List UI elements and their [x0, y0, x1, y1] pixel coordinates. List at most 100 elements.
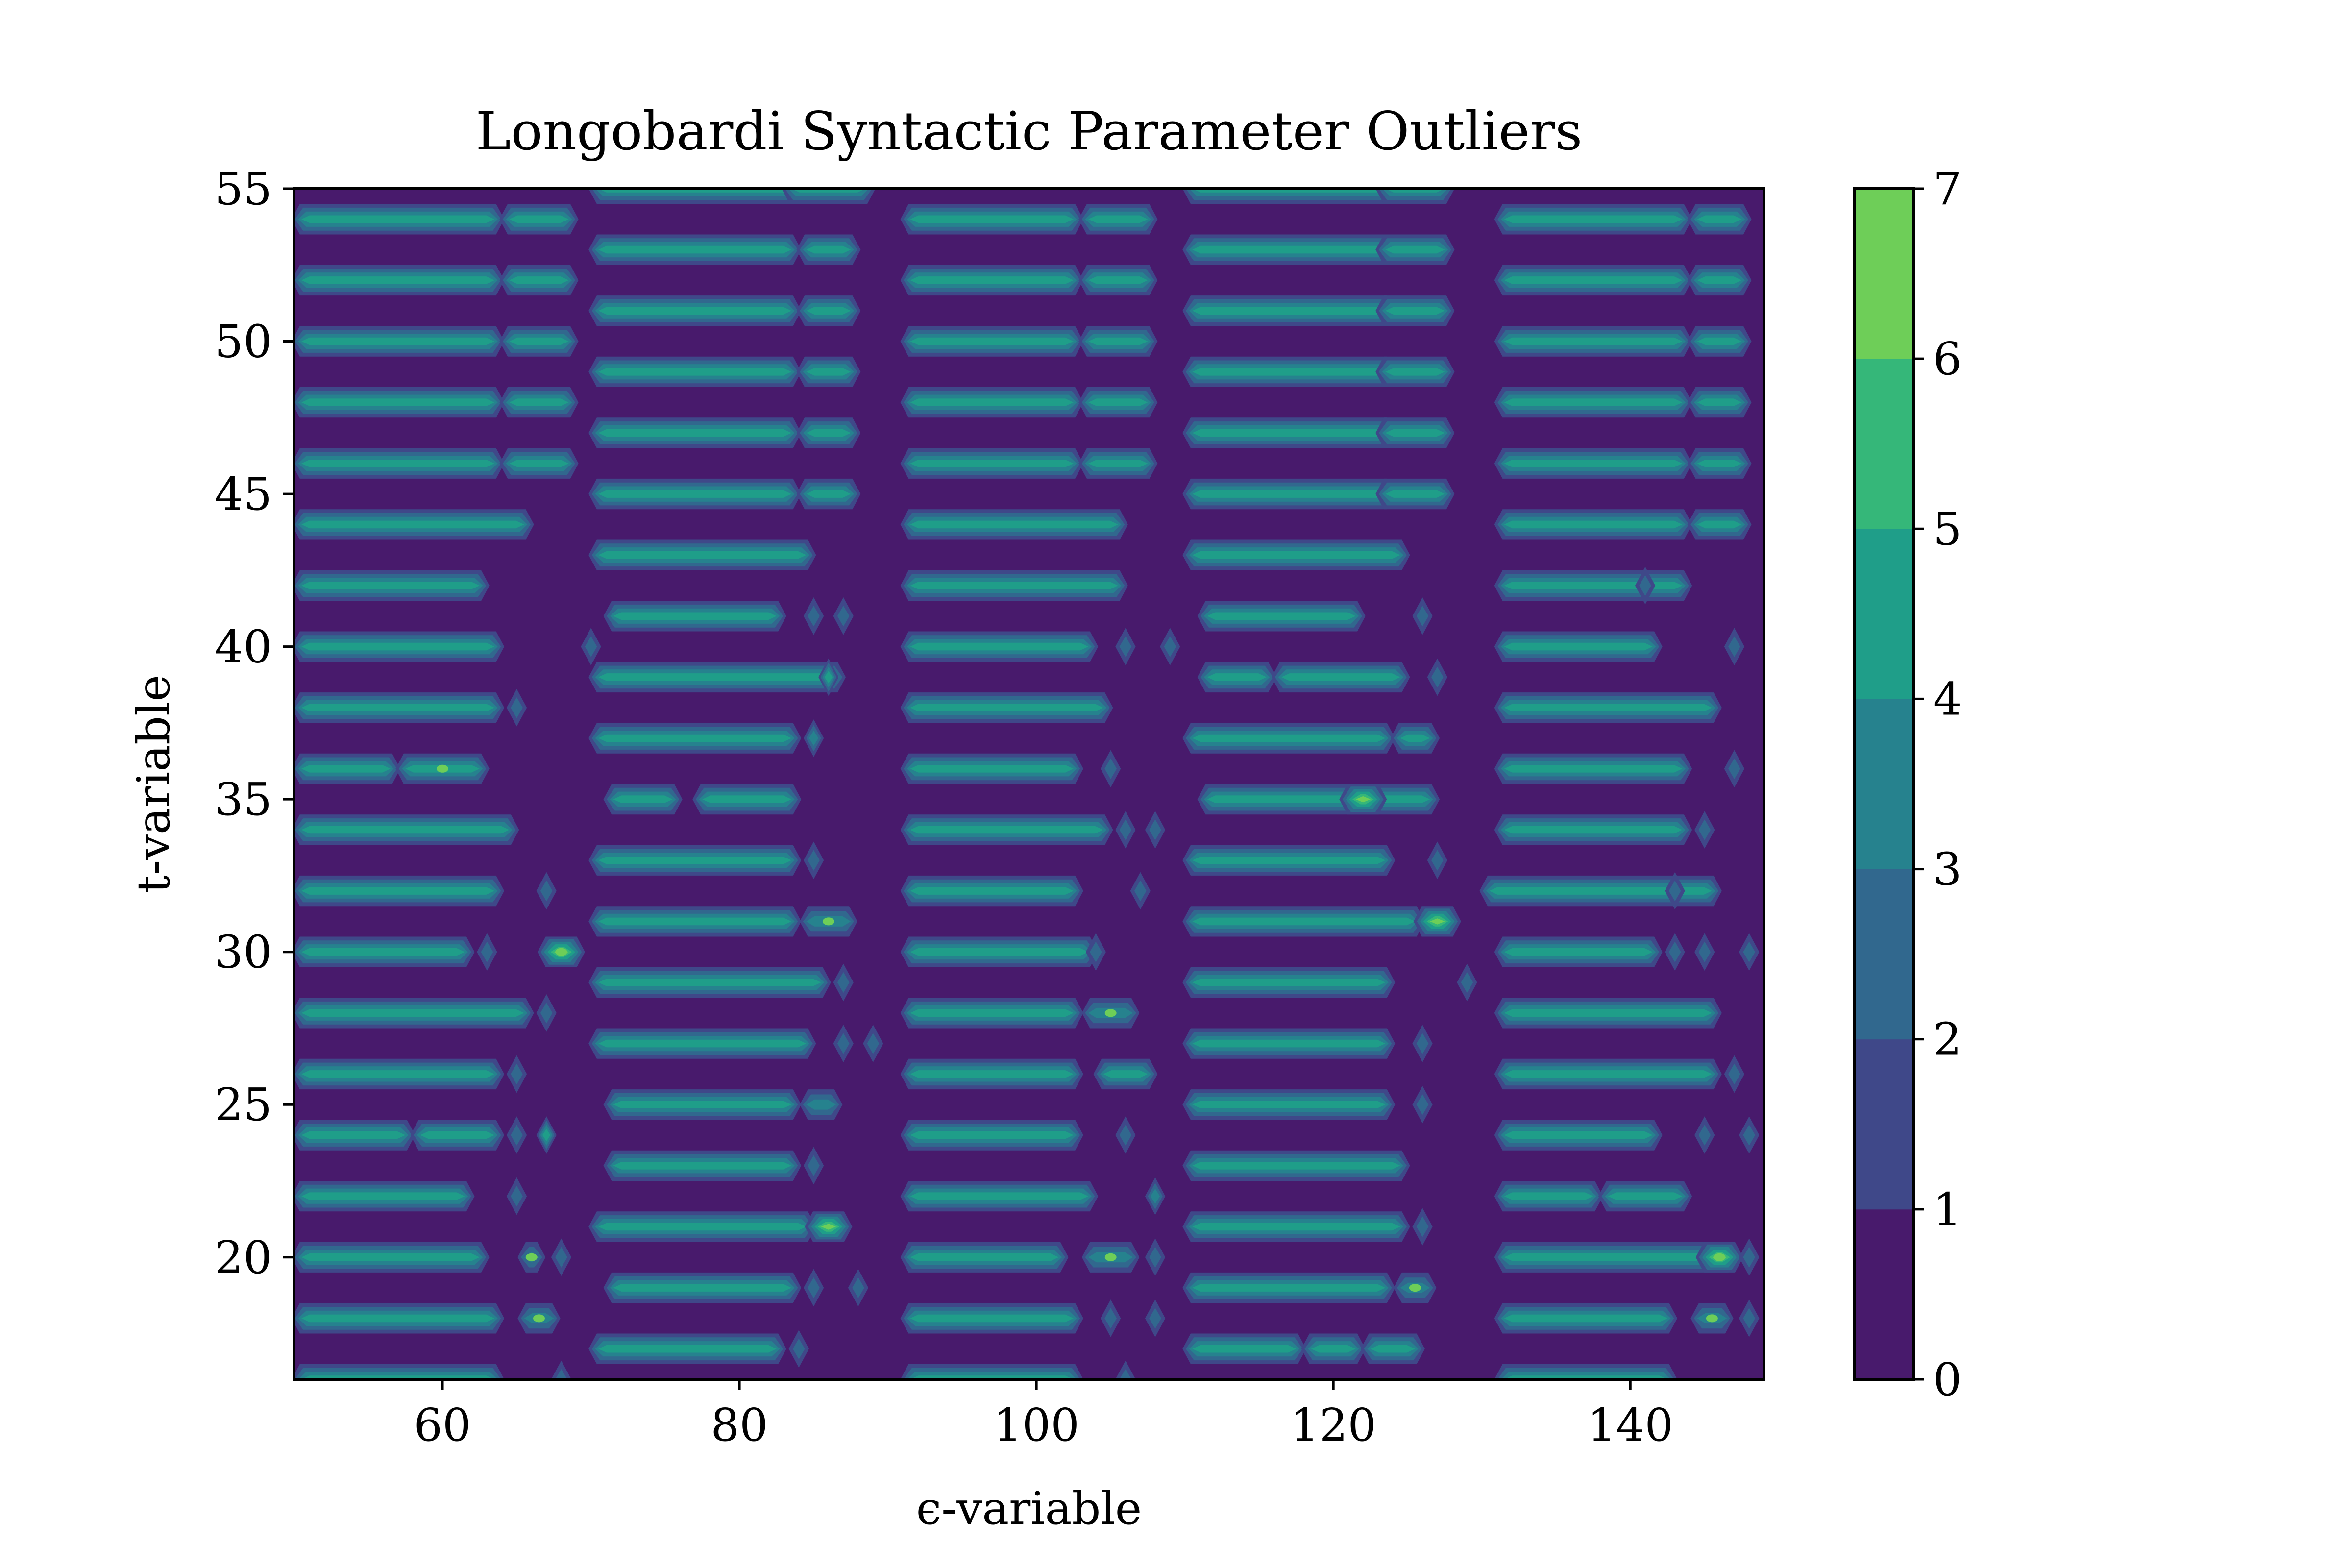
spike-band	[1668, 880, 1681, 902]
streak-band	[598, 734, 792, 742]
streak-band	[910, 948, 1089, 956]
streak-band	[301, 460, 495, 467]
streak-band	[598, 1223, 807, 1231]
spike-band	[837, 1033, 850, 1054]
streak-band	[613, 612, 777, 620]
streak-band	[301, 215, 495, 223]
streak-band	[1192, 1284, 1386, 1292]
spike-band	[1668, 941, 1681, 962]
streak-band	[1697, 398, 1742, 406]
streak-peak	[525, 1253, 538, 1261]
streak-band	[910, 704, 1103, 711]
streak-band	[1697, 460, 1742, 467]
streak-band	[301, 948, 465, 956]
streak-band	[420, 1131, 495, 1139]
streak-band	[1088, 460, 1148, 467]
spike-band	[1728, 636, 1740, 657]
spike-band	[1416, 606, 1429, 627]
spike-band	[511, 1063, 523, 1085]
streak-band	[821, 1224, 836, 1230]
streak-band	[1504, 642, 1653, 651]
streak-band	[1489, 887, 1712, 895]
plot-area	[293, 187, 1765, 1381]
spike-band	[1743, 1308, 1755, 1329]
streak-band	[301, 276, 495, 284]
streak-band	[1192, 1223, 1400, 1231]
streak-band	[509, 337, 569, 345]
spike-band	[1743, 941, 1755, 962]
streak-band	[301, 1009, 524, 1017]
spike-band	[837, 972, 850, 993]
colorbar-tick-label: 5	[1933, 503, 1962, 555]
streak-band	[301, 1070, 495, 1078]
colorbar-band	[1855, 189, 1913, 359]
streak-band	[910, 337, 1074, 345]
x-tick-label: 60	[414, 1399, 471, 1451]
streak-band	[1430, 918, 1445, 925]
spike-band	[542, 1129, 551, 1142]
spike-band	[808, 1155, 820, 1176]
streak-band	[301, 642, 495, 651]
streak-band	[1385, 368, 1445, 376]
spike-band	[1149, 1247, 1161, 1268]
colorbar-band	[1855, 529, 1913, 699]
spike-band	[1728, 758, 1740, 779]
streak-band	[1192, 245, 1386, 254]
streak-band	[1192, 1345, 1297, 1353]
y-tick-label: 55	[215, 163, 272, 215]
colorbar-tick-label: 7	[1933, 163, 1962, 215]
streak-band	[702, 795, 792, 803]
streak-band	[598, 368, 792, 376]
streak-peak	[533, 1314, 545, 1323]
streak-band	[598, 673, 836, 681]
streak-band	[1192, 979, 1386, 986]
spike-band	[808, 1277, 820, 1298]
streak-band	[1192, 734, 1386, 742]
colorbar-ticks: 0 1 2 3 4 5 6 7	[1913, 163, 1962, 1406]
spike-band	[808, 606, 820, 627]
colorbar-band	[1855, 1209, 1913, 1380]
streak-band	[1504, 704, 1712, 711]
colorbar-band	[1855, 1039, 1913, 1210]
y-tick-label: 25	[215, 1078, 272, 1131]
streak-band	[1608, 1192, 1683, 1200]
streak-band	[1192, 551, 1400, 559]
streak-band	[1697, 215, 1742, 223]
colorbar-tick-label: 4	[1933, 673, 1962, 725]
streak-band	[1504, 215, 1683, 223]
streak-band	[1504, 460, 1683, 467]
y-tick-label: 45	[215, 468, 272, 520]
streak-band	[1103, 1070, 1148, 1078]
streak-band	[613, 1162, 792, 1170]
x-tick-label: 140	[1587, 1399, 1673, 1451]
x-axis-label: ϵ-variable	[916, 1482, 1142, 1535]
spike-band	[511, 697, 523, 718]
spike-band	[1743, 1247, 1755, 1268]
streak-band	[1504, 337, 1683, 345]
streak-band	[1504, 398, 1683, 406]
spike-band	[1416, 1033, 1429, 1054]
spike-band	[1416, 1094, 1429, 1115]
spike-band	[1151, 1188, 1160, 1204]
colorbar-frame	[1853, 187, 1915, 1381]
spike-band	[481, 941, 493, 962]
spike-band	[793, 1338, 805, 1359]
spike-band	[1416, 1216, 1429, 1237]
spike-band	[1119, 1369, 1132, 1379]
streak-band	[301, 337, 495, 345]
streak-band	[613, 1101, 792, 1108]
streak-band	[806, 429, 851, 437]
streak-band	[1504, 276, 1683, 284]
colorbar-band	[1855, 359, 1913, 529]
streak-band	[301, 520, 524, 529]
streak-band	[613, 1284, 792, 1292]
colorbar-band	[1855, 699, 1913, 869]
colorbar-tick-label: 2	[1933, 1013, 1962, 1066]
streak-band	[1192, 1162, 1400, 1170]
colorbar-tick-label: 1	[1933, 1183, 1962, 1236]
streak-band	[1192, 917, 1415, 926]
streak-band	[598, 429, 792, 437]
y-tick-label: 20	[215, 1231, 272, 1284]
plot-frame	[293, 187, 1765, 1381]
